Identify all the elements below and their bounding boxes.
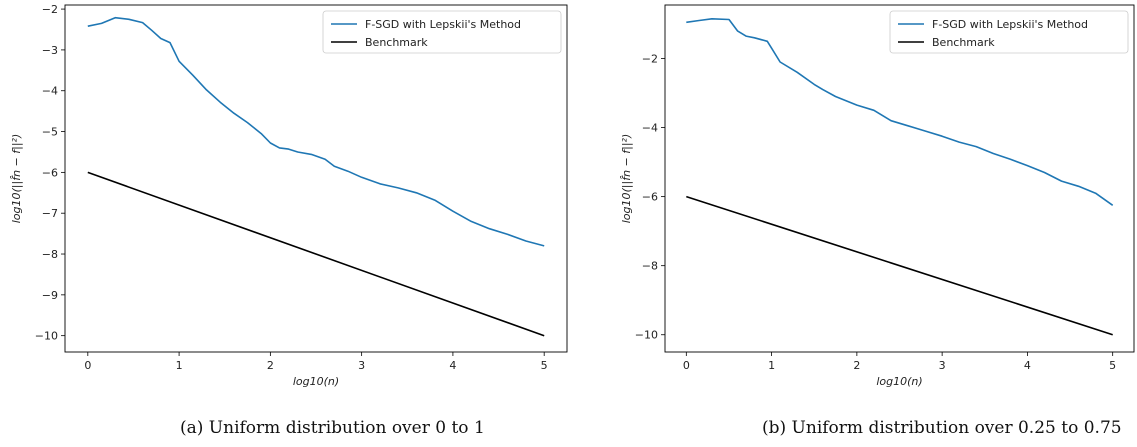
y-tick-label: −10 bbox=[35, 330, 58, 343]
series-line-1 bbox=[87, 171, 545, 337]
legend-box bbox=[322, 10, 562, 54]
legend: F-SGD with Lepskii's Method Benchmark bbox=[322, 10, 562, 54]
chart-caption: (a) Uniform distribution over 0 to 1 bbox=[180, 418, 485, 438]
y-tick-label: −5 bbox=[42, 126, 58, 139]
y-tick-label: −7 bbox=[42, 207, 58, 220]
y-tick-label: −4 bbox=[42, 85, 58, 98]
y-tick-label: −10 bbox=[635, 329, 658, 342]
x-tick-label: 3 bbox=[939, 359, 946, 372]
y-axis-label: log10(||f̂n − f||²) bbox=[620, 134, 633, 224]
plot-frame bbox=[664, 4, 1135, 353]
legend-box bbox=[889, 10, 1129, 54]
chart-caption: (b) Uniform distribution over 0.25 to 0.… bbox=[762, 418, 1122, 438]
x-axis-label: log10(n) bbox=[293, 375, 339, 388]
legend: F-SGD with Lepskii's Method Benchmark bbox=[889, 10, 1129, 54]
chart-panel-0: 0 1 2 3 4 5 −10 −9 −8 −7 −6 −5 −4 −3 −2 log10(n) log10(|… bbox=[10, 3, 568, 438]
x-axis-label: log10(n) bbox=[876, 375, 922, 388]
x-tick-label: 5 bbox=[541, 359, 548, 372]
x-tick-label: 5 bbox=[1109, 359, 1116, 372]
y-tick-label: −6 bbox=[642, 191, 658, 204]
x-tick-label: 1 bbox=[176, 359, 183, 372]
y-tick-label: −9 bbox=[42, 289, 58, 302]
x-tick-label: 4 bbox=[449, 359, 456, 372]
plot-frame bbox=[64, 4, 568, 353]
y-tick-label: −3 bbox=[42, 44, 58, 57]
x-tick-label: 2 bbox=[853, 359, 860, 372]
x-tick-label: 3 bbox=[358, 359, 365, 372]
legend-label-1: Benchmark bbox=[932, 36, 995, 49]
legend-label-0: F-SGD with Lepskii's Method bbox=[365, 18, 521, 31]
x-tick-label: 4 bbox=[1024, 359, 1031, 372]
y-tick-label: −8 bbox=[42, 248, 58, 261]
series-line-0 bbox=[87, 16, 545, 247]
x-tick-label: 0 bbox=[84, 359, 91, 372]
y-axis-label: log10(||f̂n − f||²) bbox=[10, 134, 23, 224]
y-tick-label: −2 bbox=[642, 53, 658, 66]
x-tick-label: 0 bbox=[683, 359, 690, 372]
x-tick-label: 1 bbox=[768, 359, 775, 372]
chart-panel-1: 0 1 2 3 4 5 −10 −8 −6 −4 −2 log10(n) log10(||f̂n − f… bbox=[620, 4, 1135, 438]
series-line-1 bbox=[686, 195, 1113, 336]
y-tick-label: −4 bbox=[642, 122, 658, 135]
y-tick-label: −8 bbox=[642, 260, 658, 273]
series-line-0 bbox=[686, 17, 1114, 206]
y-tick-label: −6 bbox=[42, 166, 58, 179]
legend-label-1: Benchmark bbox=[365, 36, 428, 49]
x-tick-label: 2 bbox=[267, 359, 274, 372]
y-tick-label: −2 bbox=[42, 3, 58, 16]
legend-label-0: F-SGD with Lepskii's Method bbox=[932, 18, 1088, 31]
